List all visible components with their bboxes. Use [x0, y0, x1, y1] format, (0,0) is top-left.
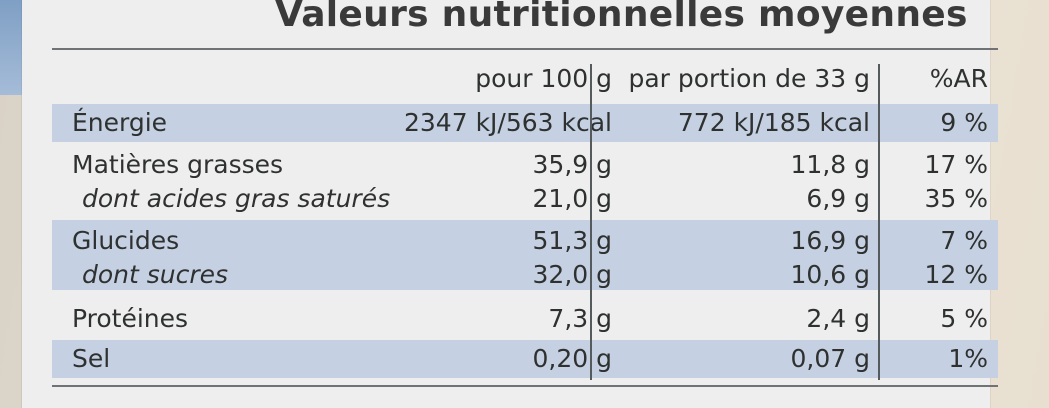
value-ar: 7 %	[940, 226, 988, 255]
nutrient-name: Sel	[72, 344, 111, 373]
value-per-portion: 0,07 g	[790, 344, 870, 373]
value-per-100g: 2347 kJ/563 kcal	[404, 108, 612, 137]
table-row: Glucides 51,3 g 16,9 g 7 %	[52, 222, 998, 260]
table-row: dont acides gras saturés 21,0 g 6,9 g 35…	[52, 180, 998, 218]
nutrient-name: Glucides	[72, 226, 180, 255]
nutrition-label: Valeurs nutritionnelles moyennes pour 10…	[22, 0, 998, 408]
nutrient-name: dont acides gras saturés	[82, 184, 391, 213]
column-divider	[590, 64, 592, 380]
value-per-100g: 32,0 g	[532, 260, 612, 289]
value-per-100g: 21,0 g	[532, 184, 612, 213]
table-row: Protéines 7,3 g 2,4 g 5 %	[52, 300, 998, 338]
value-per-100g: 7,3 g	[548, 304, 612, 333]
value-ar: 9 %	[940, 108, 988, 137]
nutrient-name: Protéines	[72, 304, 189, 333]
nutrient-name: Énergie	[72, 108, 168, 137]
value-ar: 12 %	[924, 260, 988, 289]
table-row: Sel 0,20 g 0,07 g 1%	[52, 340, 998, 378]
table-row: dont sucres 32,0 g 10,6 g 12 %	[52, 256, 998, 294]
value-per-100g: 0,20 g	[532, 344, 612, 373]
header-per-portion: par portion de 33 g	[628, 64, 870, 93]
header-per-100g: pour 100 g	[475, 64, 612, 93]
title-divider	[52, 48, 998, 50]
value-ar: 5 %	[940, 304, 988, 333]
table-row: Matières grasses 35,9 g 11,8 g 17 %	[52, 146, 998, 184]
table-row-group	[52, 220, 998, 290]
value-per-100g: 51,3 g	[532, 226, 612, 255]
value-ar: 35 %	[924, 184, 988, 213]
table-header: pour 100 g par portion de 33 g %AR	[52, 60, 998, 98]
value-ar: 17 %	[924, 150, 988, 179]
bottom-divider	[52, 385, 998, 387]
table-row: Énergie 2347 kJ/563 kcal 772 kJ/185 kcal…	[52, 104, 998, 142]
value-per-portion: 11,8 g	[790, 150, 870, 179]
value-per-portion: 772 kJ/185 kcal	[677, 108, 870, 137]
label-title: Valeurs nutritionnelles moyennes	[275, 0, 968, 35]
value-per-100g: 35,9 g	[532, 150, 612, 179]
nutrient-name: dont sucres	[82, 260, 229, 289]
value-per-portion: 6,9 g	[806, 184, 870, 213]
value-per-portion: 16,9 g	[790, 226, 870, 255]
value-per-portion: 10,6 g	[790, 260, 870, 289]
value-ar: 1%	[948, 344, 988, 373]
column-divider	[878, 64, 880, 380]
header-ar: %AR	[929, 64, 988, 93]
value-per-portion: 2,4 g	[806, 304, 870, 333]
nutrient-name: Matières grasses	[72, 150, 284, 179]
